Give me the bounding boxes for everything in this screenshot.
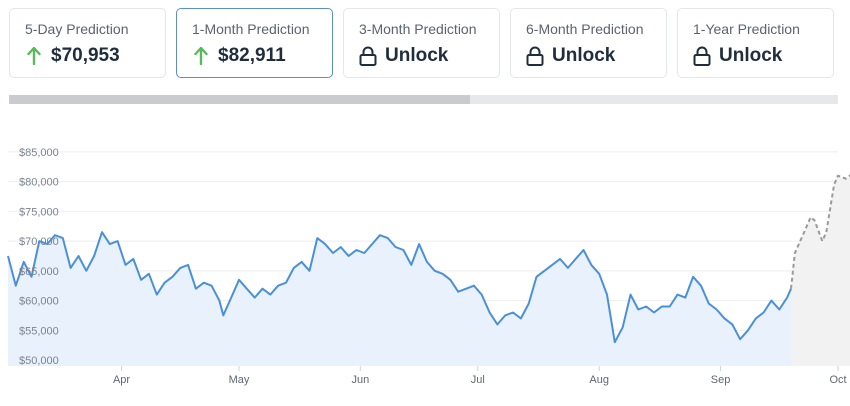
card-value: $82,911 <box>218 45 286 66</box>
y-tick-label: $50,000 <box>19 355 59 367</box>
x-tick-label: Aug <box>589 374 609 386</box>
lock-icon <box>359 45 377 67</box>
card-scrollbar-thumb[interactable] <box>9 95 470 104</box>
forecast-price-line <box>790 174 850 289</box>
card-title: 3-Month Prediction <box>359 21 477 37</box>
y-axis-ticks: $50,000 $55,000 $60,000 $65,000 $70,000 $75,0… <box>19 147 59 367</box>
card-value: $70,953 <box>51 45 120 66</box>
x-tick-label: Jun <box>351 374 369 386</box>
y-tick-label: $75,000 <box>19 206 59 218</box>
card-value: Unlock <box>552 45 616 66</box>
prediction-cards: 5-Day Prediction $70,953 1-Month Predict… <box>9 8 835 78</box>
x-tick-label: Jul <box>471 374 485 386</box>
card-value: Unlock <box>385 45 449 66</box>
card-scrollbar-track[interactable] <box>9 95 838 104</box>
x-tick-label: Oct <box>829 374 846 386</box>
card-title: 5-Day Prediction <box>25 21 129 37</box>
card-title: 1-Month Prediction <box>192 21 310 37</box>
y-tick-label: $60,000 <box>19 296 59 308</box>
forecast-area-fill <box>791 175 850 366</box>
card-3-month-prediction[interactable]: 3-Month Prediction Unlock <box>343 8 500 78</box>
card-6-month-prediction[interactable]: 6-Month Prediction Unlock <box>510 8 667 78</box>
x-tick-label: Sep <box>711 374 731 386</box>
x-axis-ticks: Apr May Jun Jul Aug Sep Oct <box>113 366 847 386</box>
history-price-line <box>7 231 792 344</box>
history-area-fill <box>8 232 791 366</box>
card-title: 1-Year Prediction <box>693 21 800 37</box>
y-tick-label: $70,000 <box>19 236 59 248</box>
y-tick-label: $80,000 <box>19 177 59 189</box>
arrow-up-icon <box>192 45 210 67</box>
card-value: Unlock <box>719 45 783 66</box>
lock-icon <box>526 45 544 67</box>
lock-icon <box>693 45 711 67</box>
y-tick-label: $85,000 <box>19 147 59 159</box>
y-tick-label: $65,000 <box>19 266 59 278</box>
arrow-up-icon <box>25 45 43 67</box>
x-tick-label: Apr <box>113 374 130 386</box>
card-title: 6-Month Prediction <box>526 21 644 37</box>
card-1-year-prediction[interactable]: 1-Year Prediction Unlock <box>677 8 834 78</box>
price-prediction-chart: $50,000 $55,000 $60,000 $65,000 $70,000 $75,0… <box>7 147 850 386</box>
x-tick-label: May <box>229 374 250 386</box>
y-tick-label: $55,000 <box>19 325 59 337</box>
card-5-day-prediction[interactable]: 5-Day Prediction $70,953 <box>9 8 166 78</box>
card-1-month-prediction[interactable]: 1-Month Prediction $82,911 <box>176 8 333 78</box>
